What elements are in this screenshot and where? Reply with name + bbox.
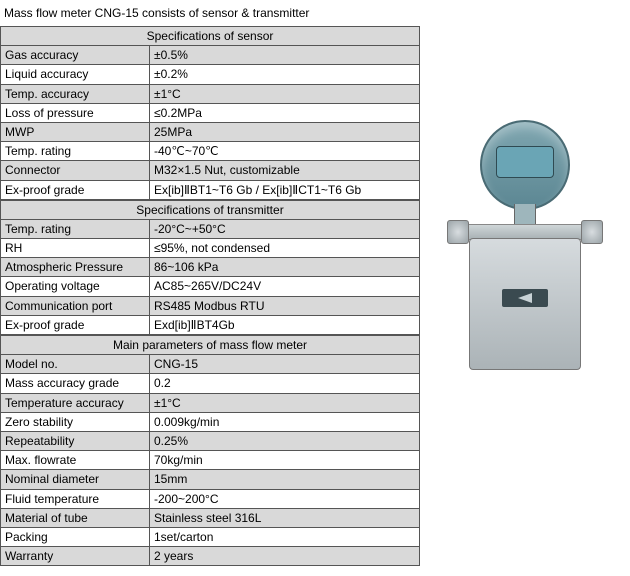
table-row: Atmospheric Pressure86~106 kPa <box>1 258 420 277</box>
spec-label: Ex-proof grade <box>1 315 150 334</box>
spec-label: Temperature accuracy <box>1 393 150 412</box>
sensor-body <box>469 238 581 370</box>
spec-value: ±0.5% <box>150 46 420 65</box>
spec-value: RS485 Modbus RTU <box>150 296 420 315</box>
spec-label: Fluid temperature <box>1 489 150 508</box>
spec-label: Material of tube <box>1 508 150 527</box>
table-row: Liquid accuracy±0.2% <box>1 65 420 84</box>
table-row: Temp. rating-40℃~70℃ <box>1 142 420 161</box>
table-row: Repeatability0.25% <box>1 431 420 450</box>
table-row: Gas accuracy±0.5% <box>1 46 420 65</box>
table-row: Operating voltageAC85~265V/DC24V <box>1 277 420 296</box>
spec-label: Connector <box>1 161 150 180</box>
spec-label: Atmospheric Pressure <box>1 258 150 277</box>
spec-value: 0.2 <box>150 374 420 393</box>
table-row: Ex-proof gradeEx[ib]ⅡBT1~T6 Gb / Ex[ib]Ⅱ… <box>1 180 420 199</box>
spec-value: ≤0.2MPa <box>150 103 420 122</box>
spec-label: Temp. rating <box>1 142 150 161</box>
spec-label: Packing <box>1 527 150 546</box>
section-header: Specifications of sensor <box>1 27 420 46</box>
table-row: Nominal diameter15mm <box>1 470 420 489</box>
spec-value: Exd[ib]ⅡBT4Gb <box>150 315 420 334</box>
spec-label: Gas accuracy <box>1 46 150 65</box>
table-row: Packing1set/carton <box>1 527 420 546</box>
spec-value: Ex[ib]ⅡBT1~T6 Gb / Ex[ib]ⅡCT1~T6 Gb <box>150 180 420 199</box>
spec-label: Communication port <box>1 296 150 315</box>
spec-label: Mass accuracy grade <box>1 374 150 393</box>
spec-label: RH <box>1 239 150 258</box>
spec-value: 2 years <box>150 547 420 566</box>
spec-value: ±1°C <box>150 393 420 412</box>
spec-label: Max. flowrate <box>1 451 150 470</box>
table-row: Loss of pressure≤0.2MPa <box>1 103 420 122</box>
spec-value: 1set/carton <box>150 527 420 546</box>
spec-label: Warranty <box>1 547 150 566</box>
spec-value: ±0.2% <box>150 65 420 84</box>
spec-label: Nominal diameter <box>1 470 150 489</box>
flow-arrow-icon <box>502 289 548 307</box>
spec-tables: Mass flow meter CNG-15 consists of senso… <box>0 0 420 566</box>
table-row: Max. flowrate70kg/min <box>1 451 420 470</box>
section-header: Main parameters of mass flow meter <box>1 336 420 355</box>
spec-value: 0.009kg/min <box>150 412 420 431</box>
table-row: Warranty2 years <box>1 547 420 566</box>
spec-label: MWP <box>1 122 150 141</box>
table-row: Fluid temperature-200~200°C <box>1 489 420 508</box>
table-row: RH≤95%, not condensed <box>1 239 420 258</box>
spec-label: Operating voltage <box>1 277 150 296</box>
intro-text: Mass flow meter CNG-15 consists of senso… <box>0 0 420 26</box>
spec-value: 0.25% <box>150 431 420 450</box>
spec-label: Ex-proof grade <box>1 180 150 199</box>
spec-label: Temp. accuracy <box>1 84 150 103</box>
sensor-specs-table: Specifications of sensor Gas accuracy±0.… <box>0 26 420 200</box>
product-image-area <box>420 0 630 380</box>
table-row: Zero stability0.009kg/min <box>1 412 420 431</box>
left-connector <box>447 220 469 244</box>
spec-label: Loss of pressure <box>1 103 150 122</box>
spec-value: Stainless steel 316L <box>150 508 420 527</box>
right-connector <box>581 220 603 244</box>
table-row: MWP25MPa <box>1 122 420 141</box>
spec-value: 15mm <box>150 470 420 489</box>
table-row: Temperature accuracy±1°C <box>1 393 420 412</box>
spec-label: Model no. <box>1 355 150 374</box>
spec-label: Liquid accuracy <box>1 65 150 84</box>
table-row: Model no.CNG-15 <box>1 355 420 374</box>
table-row: Temp. accuracy±1°C <box>1 84 420 103</box>
spec-value: ±1°C <box>150 84 420 103</box>
spec-label: Temp. rating <box>1 219 150 238</box>
section-header: Specifications of transmitter <box>1 200 420 219</box>
spec-value: -40℃~70℃ <box>150 142 420 161</box>
spec-value: ≤95%, not condensed <box>150 239 420 258</box>
spec-value: AC85~265V/DC24V <box>150 277 420 296</box>
spec-value: CNG-15 <box>150 355 420 374</box>
transmitter-specs-table: Specifications of transmitter Temp. rati… <box>0 200 420 335</box>
transmitter-head <box>480 120 570 210</box>
table-row: Material of tubeStainless steel 316L <box>1 508 420 527</box>
spec-value: 86~106 kPa <box>150 258 420 277</box>
table-row: Ex-proof gradeExd[ib]ⅡBT4Gb <box>1 315 420 334</box>
table-row: Temp. rating-20°C~+50°C <box>1 219 420 238</box>
flow-meter-illustration <box>445 120 605 380</box>
spec-value: -20°C~+50°C <box>150 219 420 238</box>
spec-label: Zero stability <box>1 412 150 431</box>
spec-value: 70kg/min <box>150 451 420 470</box>
table-row: ConnectorM32×1.5 Nut, customizable <box>1 161 420 180</box>
spec-value: M32×1.5 Nut, customizable <box>150 161 420 180</box>
display-screen <box>496 146 554 178</box>
table-row: Communication portRS485 Modbus RTU <box>1 296 420 315</box>
spec-label: Repeatability <box>1 431 150 450</box>
spec-value: -200~200°C <box>150 489 420 508</box>
table-row: Mass accuracy grade0.2 <box>1 374 420 393</box>
spec-value: 25MPa <box>150 122 420 141</box>
main-params-table: Main parameters of mass flow meter Model… <box>0 335 420 566</box>
